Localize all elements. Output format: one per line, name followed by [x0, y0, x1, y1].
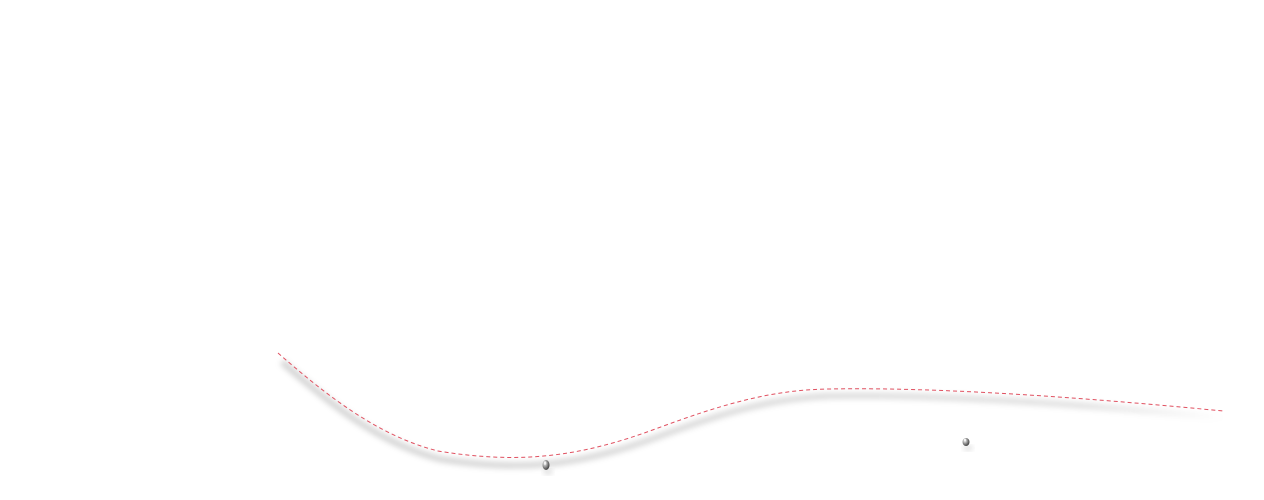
small-metal-bead-right	[962, 438, 973, 450]
dashed-trajectory-path	[277, 352, 1224, 458]
small-metal-bead-left	[542, 460, 553, 474]
trajectory-shadow	[280, 359, 1226, 469]
